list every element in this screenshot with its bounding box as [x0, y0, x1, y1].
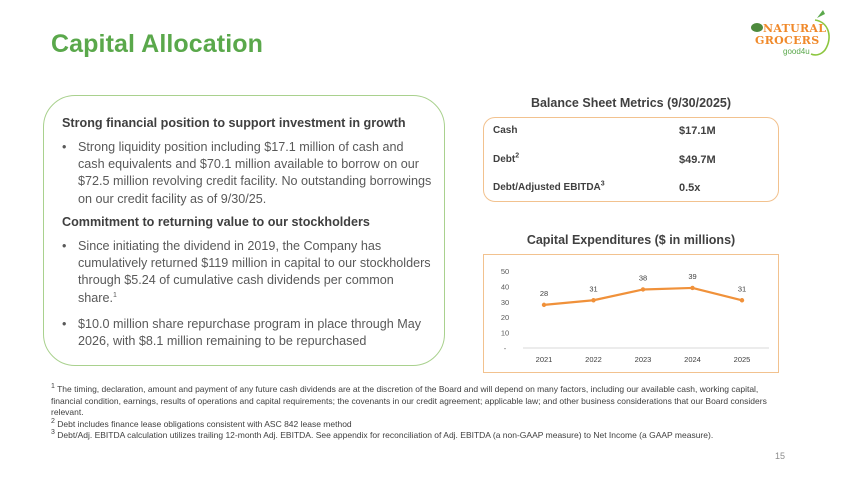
logo-line1: NATURAL	[763, 22, 827, 35]
x-tick-label: 2024	[684, 355, 701, 364]
data-point-marker	[690, 285, 695, 291]
data-label: 38	[639, 273, 647, 282]
capex-chart-frame	[483, 254, 779, 373]
balance-sheet-title: Balance Sheet Metrics (9/30/2025)	[530, 96, 732, 110]
y-tick-label: 40	[501, 282, 509, 291]
leaf-icon	[751, 23, 763, 32]
natural-grocers-logo: NATURAL GROCERS good4u	[745, 8, 835, 58]
bullet-text: $10.0 million share repurchase program i…	[78, 317, 422, 349]
footnote-1: 1 The timing, declaration, amount and pa…	[51, 383, 767, 417]
data-label: 31	[589, 284, 597, 293]
y-tick-label: 50	[501, 267, 509, 276]
capex-line-chart: - 10 20 30 40 50 2021 2022 2023 2024 2025 28 31 38 39 3…	[501, 267, 769, 364]
x-tick-label: 2023	[635, 355, 652, 364]
data-point-marker	[541, 302, 547, 308]
page-number: 15	[775, 451, 786, 461]
x-tick-label: 2021	[536, 355, 553, 364]
apple-outline-icon	[810, 10, 830, 56]
footnote-2: 2 Debt includes finance lease obligation…	[51, 417, 352, 429]
bullet-text: Since initiating the dividend in 2019, t…	[78, 239, 431, 305]
bullet-icon: •	[62, 317, 67, 331]
data-label: 31	[738, 284, 746, 293]
bullet-icon: •	[62, 239, 67, 253]
highlights-panel	[43, 95, 445, 366]
footnote-3: 3 Debt/Adj. EBITDA calculation utilizes …	[51, 429, 714, 440]
footnote-ref: 3	[600, 180, 605, 188]
footnote-ref: 1	[113, 291, 117, 299]
section-heading-stockholder-returns: Commitment to returning value to our sto…	[62, 215, 370, 229]
capex-chart-title: Capital Expenditures ($ in millions)	[526, 233, 736, 247]
bullet-dividends: • Since initiating the dividend in 2019,…	[62, 238, 432, 307]
y-tick-label: 30	[501, 298, 509, 307]
bullet-icon: •	[62, 140, 67, 154]
data-label: 39	[688, 272, 696, 281]
x-tick-label: 2025	[734, 355, 751, 364]
data-point-marker	[591, 298, 596, 303]
section-heading-financial-position: Strong financial position to support inv…	[62, 116, 406, 130]
metric-value: 0.5x	[679, 182, 701, 194]
y-tick-label: -	[504, 344, 507, 353]
metric-label: Debt/Adjusted EBITDA	[493, 182, 601, 193]
balance-sheet-table	[483, 117, 779, 202]
bullet-text: Strong liquidity position including $17.…	[78, 140, 432, 206]
data-point-marker	[739, 298, 745, 303]
metric-value: $17.1M	[679, 125, 716, 137]
metric-label: Cash	[493, 125, 518, 136]
y-tick-label: 10	[501, 329, 509, 338]
logo-line2: GROCERS	[755, 34, 820, 47]
data-label: 28	[540, 289, 548, 298]
x-tick-label: 2022	[585, 355, 602, 364]
metric-label: Debt	[493, 154, 516, 165]
bullet-liquidity: • Strong liquidity position including $1…	[62, 139, 432, 208]
bullet-repurchase: • $10.0 million share repurchase program…	[62, 316, 432, 350]
footnote-ref: 2	[515, 152, 520, 160]
metric-value: $49.7M	[679, 154, 716, 166]
slide-title: Capital Allocation	[51, 30, 264, 58]
data-point-marker	[640, 287, 646, 292]
logo-tagline: good4u	[783, 47, 810, 56]
y-tick-label: 20	[501, 313, 509, 322]
footnotes: 1 The timing, declaration, amount and pa…	[51, 383, 771, 442]
